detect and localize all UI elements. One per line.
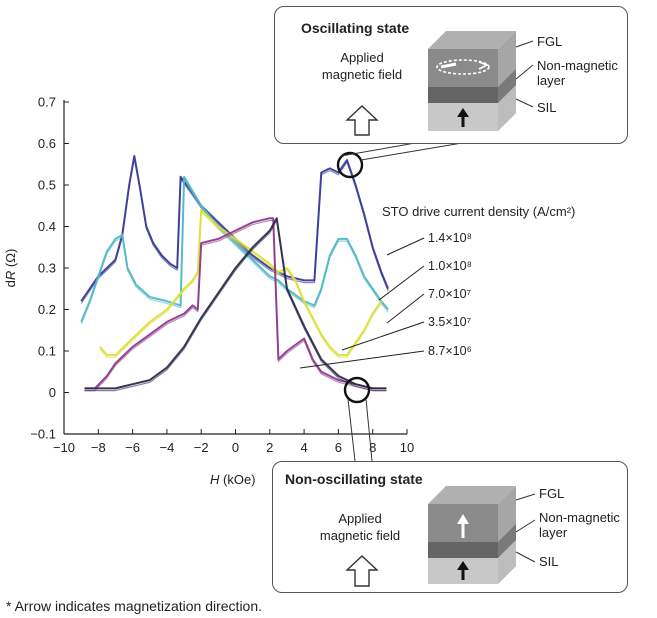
oscillating-callout-line (340, 141, 422, 157)
y-tick-label: 0.2 (38, 302, 56, 317)
x-tick-label: 0 (232, 440, 239, 455)
series-leader-line (386, 293, 425, 324)
series-leader-line (378, 265, 425, 301)
y-tick-label: −0.1 (30, 427, 56, 442)
oscillating-callout-line (360, 141, 469, 161)
sil-magnetization-arrow-icon (457, 561, 469, 580)
non-oscillating-state-title: Non-oscillating state (285, 471, 423, 487)
y-tick-label: 0.6 (38, 136, 56, 151)
y-tick-label: 0.4 (38, 219, 56, 234)
non-oscillating-callout-line (365, 398, 373, 462)
series-line-2-trace (80, 178, 389, 325)
series-leader-line (299, 350, 425, 369)
series-label-5: 8.7×10⁶ (428, 344, 472, 358)
x-tick-label: −6 (125, 440, 140, 455)
series-label-1: 1.4×10⁸ (428, 231, 472, 245)
sil-label: SIL (539, 554, 559, 569)
x-tick-label: −2 (194, 440, 209, 455)
series-line-3-trace (99, 211, 382, 358)
x-tick-label: 8 (369, 440, 376, 455)
series-line-4-trace (84, 219, 387, 392)
y-tick-label: 0.5 (38, 178, 56, 193)
series-line-5 (84, 217, 387, 390)
non-magnetic-layer-label: Non-magnetic layer (539, 510, 620, 540)
y-tick-label: 0.3 (38, 261, 56, 276)
precession-icon (436, 59, 490, 75)
x-tick-label: 6 (335, 440, 342, 455)
x-tick-label: −4 (159, 440, 174, 455)
x-axis-label: H (kOe) (210, 472, 256, 487)
oscillating-state-title: Oscillating state (301, 20, 410, 36)
series-line-1 (80, 154, 390, 302)
x-tick-label: 2 (266, 440, 273, 455)
x-tick-label: 4 (300, 440, 307, 455)
series-leader-line (386, 237, 425, 256)
fgl-label: FGL (539, 486, 565, 501)
oscillating-state-box: Oscillating state Applied magnetic field (274, 6, 628, 144)
series-label-2: 1.0×10⁸ (428, 259, 472, 273)
applied-field-label: Applied magnetic field (321, 50, 403, 82)
series-line-3 (99, 208, 383, 357)
non-oscillating-point-circle (343, 376, 371, 404)
footnote: * Arrow indicates magnetization directio… (6, 598, 263, 614)
sil-label: SIL (537, 100, 557, 115)
applied-field-label: Applied magnetic field (319, 511, 401, 543)
fgl-label: FGL (537, 34, 563, 49)
non-oscillating-callout-line (347, 398, 356, 462)
applied-field-arrow-icon (345, 105, 379, 136)
series-label-3: 7.0×10⁷ (428, 287, 472, 301)
x-tick-label: 10 (400, 440, 414, 455)
y-axis-label: dR (Ω) (3, 249, 18, 288)
series-leader-line (341, 321, 425, 351)
y-tick-label: 0 (49, 385, 56, 400)
sil-magnetization-arrow-icon (457, 108, 469, 127)
legend-title: STO drive current density (A/cm²) (382, 204, 575, 219)
y-tick-label: 0.1 (38, 344, 56, 359)
oscillating-point-circle (336, 151, 364, 179)
fgl-magnetization-arrow-icon (457, 514, 469, 538)
series-line-2 (80, 175, 389, 323)
sto-block-icon (428, 486, 516, 584)
non-magnetic-layer-label: Non-magnetic layer (537, 58, 618, 88)
non-oscillating-state-box: Non-oscillating state Applied magnetic f… (272, 461, 628, 593)
x-tick-label: −10 (53, 440, 75, 455)
y-tick-label: 0.7 (38, 95, 56, 110)
non-oscillating-diagram (345, 486, 536, 587)
series-label-4: 3.5×10⁷ (428, 315, 472, 329)
sto-block-icon (428, 31, 516, 131)
series-line-5-trace (84, 219, 387, 392)
applied-field-arrow-icon (345, 555, 379, 587)
series-line-4 (84, 217, 387, 390)
oscillating-diagram (345, 31, 534, 136)
x-tick-label: −8 (91, 440, 106, 455)
